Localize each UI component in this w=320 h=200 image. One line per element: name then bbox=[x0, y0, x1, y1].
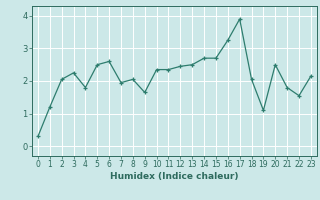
X-axis label: Humidex (Indice chaleur): Humidex (Indice chaleur) bbox=[110, 172, 239, 181]
